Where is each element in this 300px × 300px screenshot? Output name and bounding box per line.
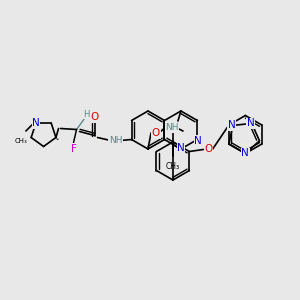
Text: N: N bbox=[32, 118, 40, 128]
Text: CH₃: CH₃ bbox=[14, 138, 27, 144]
Text: O: O bbox=[204, 145, 212, 154]
Text: N: N bbox=[228, 120, 236, 130]
Text: N: N bbox=[242, 148, 249, 158]
Text: CH₃: CH₃ bbox=[166, 162, 180, 171]
Text: NH: NH bbox=[109, 136, 122, 145]
Text: N: N bbox=[177, 143, 185, 153]
Text: F: F bbox=[70, 143, 76, 154]
Text: N: N bbox=[247, 118, 255, 128]
Text: N: N bbox=[194, 136, 202, 146]
Text: *: * bbox=[55, 138, 58, 143]
Text: NH: NH bbox=[165, 124, 179, 133]
Text: O: O bbox=[90, 112, 99, 122]
Text: O: O bbox=[152, 128, 160, 138]
Text: H: H bbox=[83, 110, 90, 119]
